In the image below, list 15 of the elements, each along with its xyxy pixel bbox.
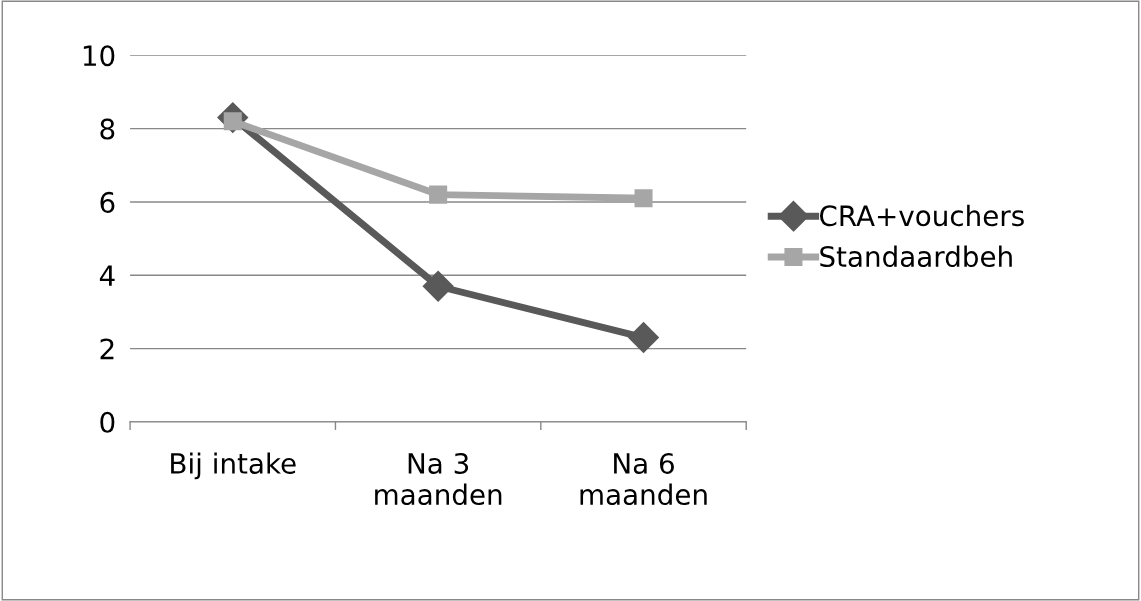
x-tick-label: Na 3 maanden: [375, 452, 502, 506]
y-tick-label: 10: [83, 45, 115, 67]
y-tick-label: 0: [100, 411, 115, 433]
point: [429, 185, 448, 204]
y-tick-label: 6: [100, 191, 115, 213]
point: [634, 189, 653, 208]
y-tick-label: 2: [100, 338, 114, 360]
y-tick-label: 4: [99, 265, 115, 286]
legend-label: CRA+vouchers: [819, 204, 1024, 227]
x-tick-label: Na 6 maanden: [580, 452, 707, 506]
x-tick-label: Bij intake: [171, 452, 296, 480]
point: [628, 322, 659, 354]
point: [422, 270, 454, 302]
y-tick-label: 8: [100, 118, 115, 140]
legend-label: Standaardbeh: [820, 245, 1012, 268]
